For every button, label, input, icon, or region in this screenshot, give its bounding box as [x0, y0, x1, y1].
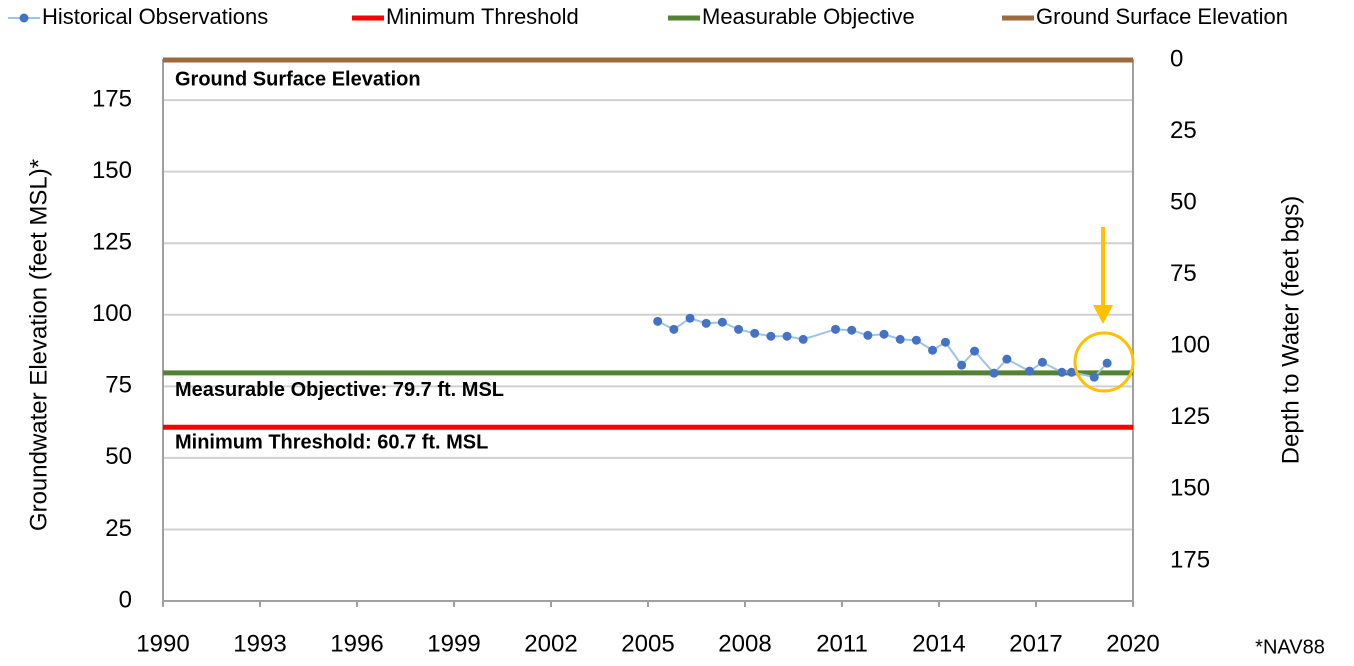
data-point — [1102, 358, 1112, 368]
data-point — [940, 337, 950, 347]
data-point — [717, 317, 727, 327]
x-tick-label: 1993 — [233, 630, 286, 657]
legend-label: Measurable Objective — [702, 4, 915, 29]
y2-tick-label: 25 — [1170, 117, 1197, 144]
data-point — [782, 331, 792, 341]
y-tick-label: 25 — [105, 515, 132, 542]
legend-label: Ground Surface Elevation — [1036, 4, 1288, 29]
y2-axis-title: Depth to Water (feet bgs) — [1277, 196, 1304, 465]
legend-label: Minimum Threshold — [386, 4, 579, 29]
highlight-arrowhead — [1093, 305, 1113, 324]
y-tick-label: 175 — [92, 85, 132, 112]
data-point — [685, 313, 695, 323]
reference-label: Measurable Objective: 79.7 ft. MSL — [175, 379, 504, 401]
data-point — [928, 345, 938, 355]
series-line — [657, 317, 1108, 379]
data-point — [798, 334, 808, 344]
x-tick-label: 2020 — [1106, 630, 1159, 657]
y2-tick-label: 150 — [1170, 475, 1210, 502]
y2-tick-label: 75 — [1170, 260, 1197, 287]
data-point — [970, 346, 980, 356]
x-tick-label: 2008 — [718, 630, 771, 657]
data-point — [701, 318, 711, 328]
highlight-circle — [1073, 331, 1135, 393]
data-point — [879, 329, 889, 339]
data-point — [847, 325, 857, 335]
data-point — [1089, 372, 1099, 382]
data-point — [831, 324, 841, 334]
legend-marker — [19, 13, 29, 23]
data-point — [863, 330, 873, 340]
y-tick-label: 150 — [92, 157, 132, 184]
y-tick-label: 75 — [105, 372, 132, 399]
y2-tick-label: 175 — [1170, 546, 1210, 573]
reference-label: Minimum Threshold: 60.7 ft. MSL — [175, 432, 488, 454]
y2-tick-label: 100 — [1170, 332, 1210, 359]
y-tick-label: 0 — [119, 586, 132, 613]
data-point — [1057, 367, 1067, 377]
data-point — [1067, 367, 1077, 377]
data-point — [989, 368, 999, 378]
data-point — [1025, 366, 1035, 376]
data-point — [766, 331, 776, 341]
x-tick-label: 1996 — [330, 630, 383, 657]
x-tick-label: 1990 — [136, 630, 189, 657]
x-tick-label: 2014 — [912, 630, 965, 657]
x-tick-label: 2002 — [524, 630, 577, 657]
y-tick-label: 50 — [105, 443, 132, 470]
y-tick-label: 125 — [92, 229, 132, 256]
y2-tick-label: 0 — [1170, 45, 1183, 72]
data-point — [653, 316, 663, 326]
data-point — [911, 335, 921, 345]
data-point — [734, 324, 744, 334]
footnote: *NAV88 — [1255, 636, 1325, 658]
x-tick-label: 2005 — [621, 630, 674, 657]
reference-label: Ground Surface Elevation — [175, 68, 421, 90]
y2-tick-label: 50 — [1170, 188, 1197, 215]
legend-label: Historical Observations — [42, 4, 268, 29]
plot-border — [162, 59, 1134, 602]
data-point — [750, 328, 760, 338]
x-tick-label: 1999 — [427, 630, 480, 657]
x-tick-label: 2011 — [816, 630, 868, 657]
y-tick-label: 100 — [92, 300, 132, 327]
data-point — [669, 324, 679, 334]
x-tick-label: 2017 — [1009, 630, 1062, 657]
data-point — [1037, 357, 1047, 367]
data-point — [957, 360, 967, 370]
highlight — [1073, 227, 1135, 393]
y-axis-title: Groundwater Elevation (feet MSL)* — [25, 159, 52, 531]
data-point — [1002, 354, 1012, 364]
y2-tick-label: 125 — [1170, 403, 1210, 430]
data-point — [895, 334, 905, 344]
